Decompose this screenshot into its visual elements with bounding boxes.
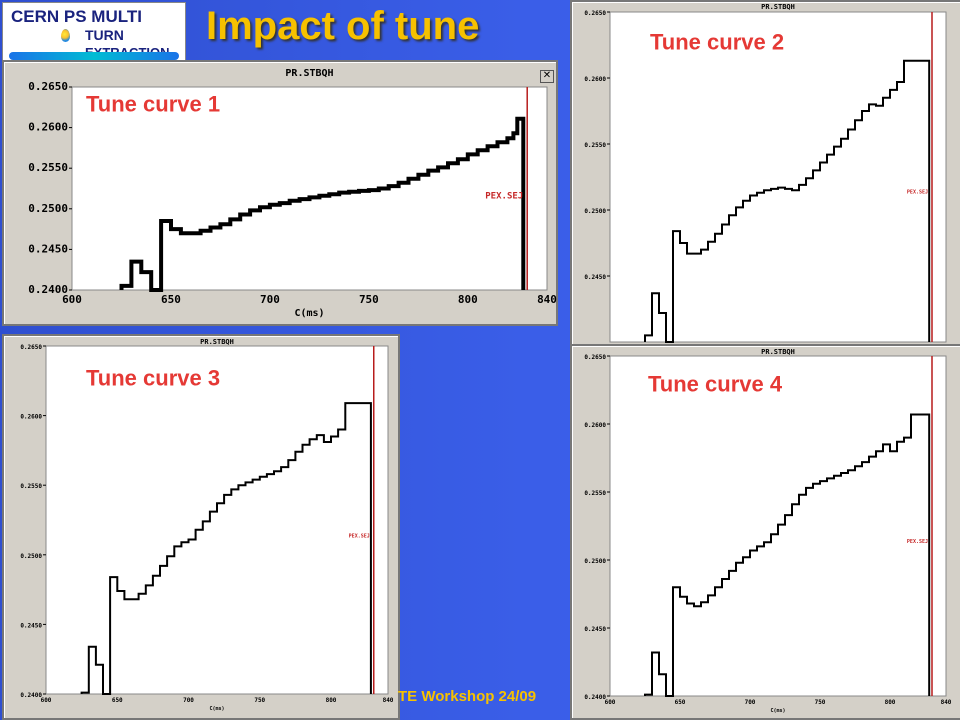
y-tick-label: 0.2600 — [584, 76, 606, 83]
pex-sej-marker-label: PEX.SEJ — [907, 190, 928, 196]
x-axis-label: C(ms) — [209, 706, 224, 712]
tune-curve-line — [644, 413, 931, 697]
x-tick-label: 600 — [41, 697, 52, 704]
logo-line-1: CERN PS MULTI — [11, 7, 142, 26]
pex-sej-marker-label: PEX.SEJ — [907, 539, 928, 545]
plot-window-1[interactable]: PR.STBQH 0.2400 0.2450 0.2500 0.2550 0.2600 0.… — [2, 60, 558, 326]
plot-window-2[interactable]: PR.STBQH 0.2450 0.2500 0.2550 0.2600 0.2650 PE… — [570, 0, 960, 348]
y-tick-label: 0.2500 — [584, 208, 606, 215]
x-tick-label: 800 — [885, 699, 896, 706]
y-tick-label: 0.2450 — [20, 622, 42, 629]
close-icon[interactable]: ✕ — [540, 70, 554, 83]
y-tick-label: 0.2600 — [20, 414, 42, 421]
y-tick-label: 0.2550 — [584, 142, 606, 149]
plot-window-3[interactable]: PR.STBQH 0.2400 0.2450 0.2500 0.2550 0.2600 0.… — [2, 334, 400, 720]
x-tick-label: 750 — [815, 699, 826, 706]
x-tick-label: 840 — [383, 697, 394, 704]
tune-chart-2: PR.STBQH 0.2450 0.2500 0.2550 0.2600 0.2650 PE… — [584, 3, 947, 343]
plot-area — [71, 86, 548, 291]
y-tick-label: 0.2500 — [584, 558, 606, 565]
x-tick-label: 700 — [260, 293, 280, 306]
wave-icon — [9, 52, 179, 60]
x-tick-label: 650 — [161, 293, 181, 306]
plot-window-4[interactable]: PR.STBQH 0.2400 0.2450 0.2500 0.2550 0.2600 0.… — [570, 344, 960, 720]
y-tick-label: 0.2400 — [28, 283, 68, 296]
x-tick-label: 750 — [359, 293, 379, 306]
chart-title: PR.STBQH — [761, 348, 795, 356]
y-tick-label: 0.2450 — [584, 274, 606, 281]
x-tick-label: 700 — [745, 699, 756, 706]
x-tick-label: 650 — [112, 697, 123, 704]
chart-title: PR.STBQH — [285, 68, 333, 79]
y-tick-label: 0.2550 — [28, 161, 68, 174]
x-tick-label: 600 — [605, 699, 616, 706]
y-tick-label: 0.2600 — [28, 121, 68, 134]
pex-sej-marker-label: PEX.SEJ — [349, 533, 370, 539]
droplet-icon — [61, 29, 70, 42]
y-tick-label: 0.2500 — [28, 202, 68, 215]
tune-curve-label: Tune curve 2 — [650, 30, 784, 55]
tune-curve-label: Tune curve 3 — [86, 366, 220, 391]
y-tick-label: 0.2600 — [584, 422, 606, 429]
tune-curve-label: Tune curve 1 — [86, 92, 220, 117]
y-tick-label: 0.2500 — [20, 553, 42, 560]
tune-chart-3: PR.STBQH 0.2400 0.2450 0.2500 0.2550 0.2600 0.… — [20, 338, 394, 712]
y-tick-label: 0.2400 — [584, 694, 606, 701]
x-axis-label: C(ms) — [294, 308, 324, 319]
tune-curve-line — [80, 402, 372, 695]
tune-chart-4: PR.STBQH 0.2400 0.2450 0.2500 0.2550 0.2600 0.… — [584, 348, 952, 714]
tune-curve-label: Tune curve 4 — [648, 372, 783, 397]
y-tick-label: 0.2650 — [28, 80, 68, 93]
x-tick-label: 840 — [537, 293, 557, 306]
chart-title: PR.STBQH — [200, 338, 234, 346]
footer-text: TE Workshop 24/09 — [398, 688, 537, 705]
x-tick-label: 650 — [675, 699, 686, 706]
y-tick-label: 0.2650 — [584, 10, 606, 17]
tune-chart-1: PR.STBQH 0.2400 0.2450 0.2500 0.2550 0.2600 0.… — [28, 68, 557, 319]
y-tick-label: 0.2550 — [584, 490, 606, 497]
x-tick-label: 600 — [62, 293, 82, 306]
x-tick-label: 750 — [254, 697, 265, 704]
y-tick-label: 0.2450 — [28, 242, 68, 255]
y-tick-label: 0.2450 — [584, 626, 606, 633]
logo-line-2: TURN — [85, 27, 124, 43]
x-tick-label: 800 — [458, 293, 478, 306]
x-tick-label: 700 — [183, 697, 194, 704]
tune-curve-line — [119, 116, 526, 292]
cern-logo: CERN PS MULTI TURN EXTRACTION — [2, 2, 186, 64]
slide-title: Impact of tune — [206, 4, 480, 48]
y-tick-label: 0.2550 — [20, 483, 42, 490]
x-tick-label: 840 — [941, 699, 952, 706]
x-axis-label: C(ms) — [770, 708, 785, 714]
tune-curve-line — [644, 59, 931, 343]
x-tick-label: 800 — [326, 697, 337, 704]
plot-area — [609, 11, 947, 343]
chart-title: PR.STBQH — [761, 3, 795, 11]
y-tick-label: 0.2400 — [20, 692, 42, 699]
y-tick-label: 0.2650 — [584, 354, 606, 361]
y-tick-label: 0.2650 — [20, 344, 42, 351]
pex-sej-marker-label: PEX.SEJ — [485, 192, 523, 202]
plot-area — [45, 345, 389, 695]
